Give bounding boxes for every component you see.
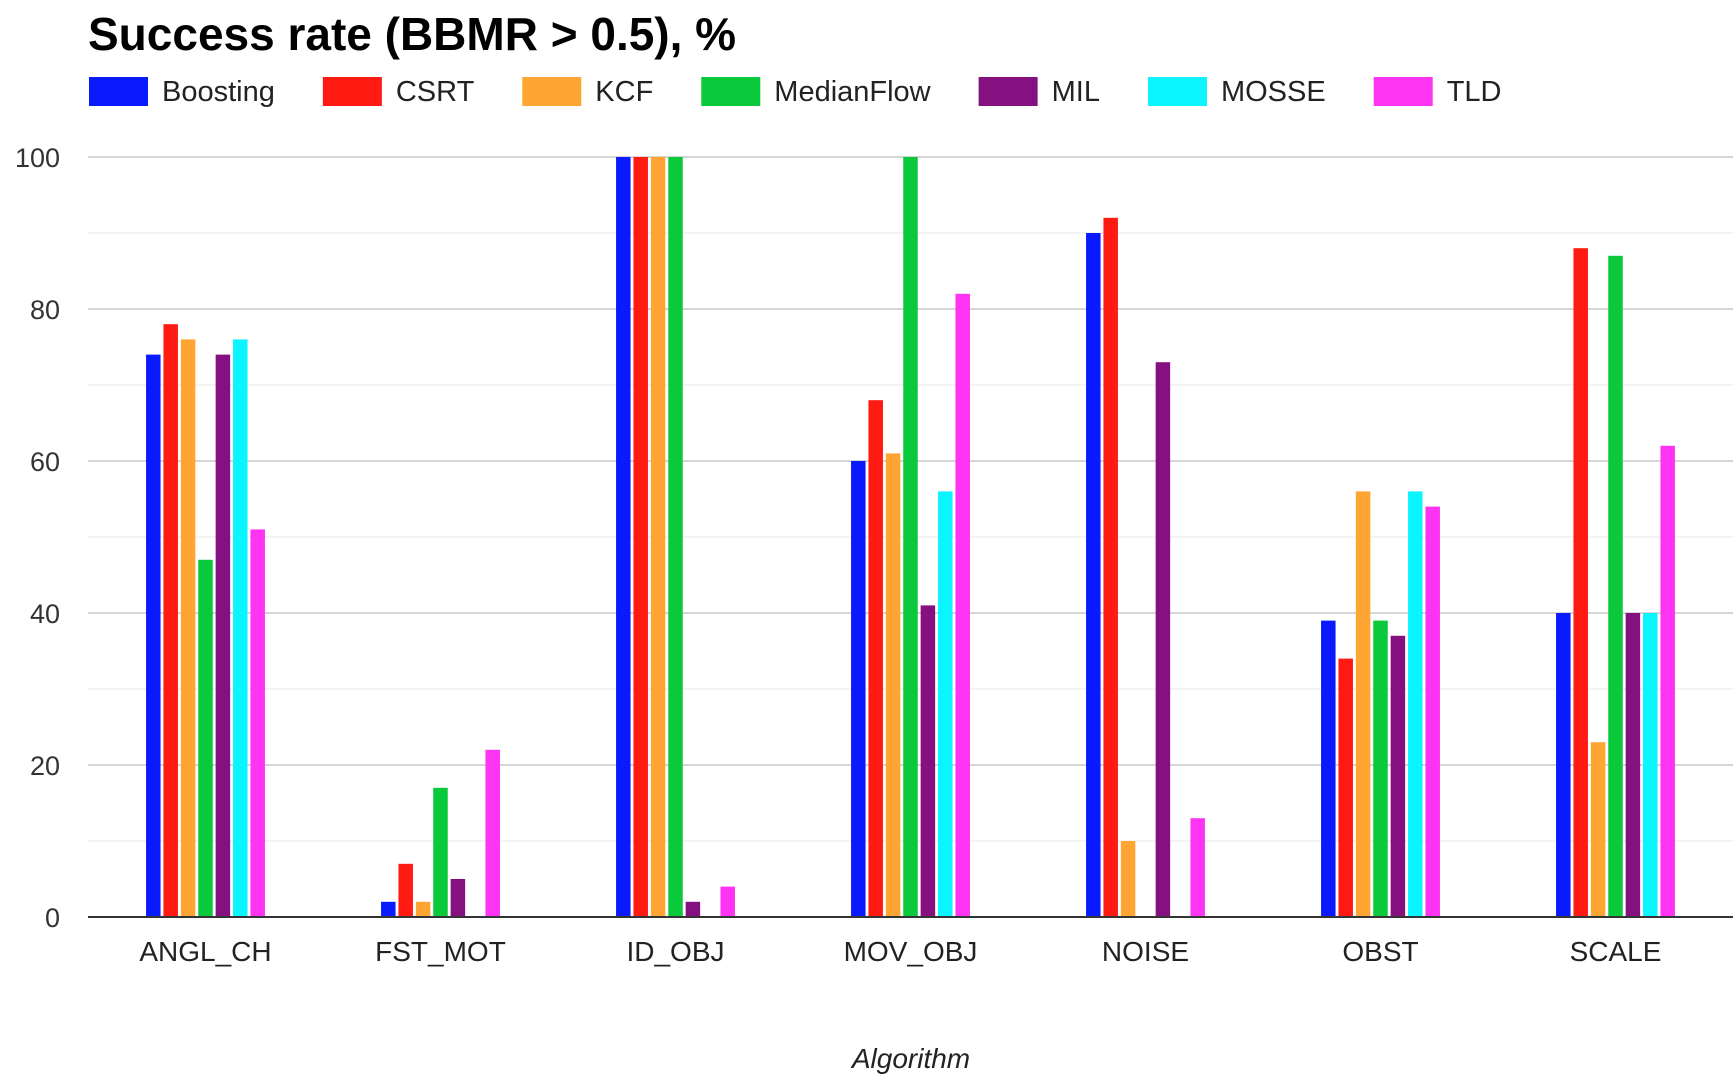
bar-csrt-mov-obj xyxy=(868,400,883,917)
bar-boosting-mov-obj xyxy=(851,461,866,917)
bar-kcf-obst xyxy=(1355,491,1371,917)
chart-title: Success rate (BBMR > 0.5), % xyxy=(88,8,736,60)
bar-tld-angl-ch xyxy=(250,529,265,917)
bar-medianflow-id-obj xyxy=(668,157,683,917)
bar-boosting-angl-ch xyxy=(146,354,161,918)
x-category-label: ID_OBJ xyxy=(626,936,724,967)
legend-item-boosting: Boosting xyxy=(89,76,275,108)
bar-kcf-scale xyxy=(1590,742,1606,917)
bar-mosse-mov-obj xyxy=(938,491,953,917)
bar-medianflow-fst-mot xyxy=(433,787,448,917)
bar-boosting-obst xyxy=(1321,620,1336,917)
legend-item-mosse: MOSSE xyxy=(1147,76,1326,108)
legend-swatch xyxy=(522,77,582,106)
legend-item-mil: MIL xyxy=(978,76,1100,108)
bar-tld-mov-obj xyxy=(955,293,970,917)
legend-swatch xyxy=(89,77,148,106)
y-tick-label: 0 xyxy=(45,903,60,933)
bar-medianflow-angl-ch xyxy=(198,559,213,917)
legend-label: MIL xyxy=(1052,76,1100,108)
bar-mil-noise xyxy=(1155,362,1171,917)
x-axis-categories: ANGL_CH FST_MOT ID_OBJ MOV_OBJ NOISE OBST SCAL… xyxy=(139,936,1661,967)
bar-csrt-obst xyxy=(1338,658,1353,917)
bar-kcf-fst-mot xyxy=(415,901,431,917)
legend-item-csrt: CSRT xyxy=(322,76,475,108)
bar-csrt-fst-mot xyxy=(398,863,413,917)
bar-mil-angl-ch xyxy=(215,354,231,918)
y-tick-label: 80 xyxy=(30,295,60,325)
bar-mosse-angl-ch xyxy=(233,339,248,917)
legend-swatch xyxy=(1373,77,1433,106)
bar-tld-noise xyxy=(1190,818,1205,917)
bar-tld-id-obj xyxy=(720,886,735,917)
y-tick-label: 60 xyxy=(30,447,60,477)
x-category-label: MOV_OBJ xyxy=(844,936,978,967)
bar-csrt-noise xyxy=(1103,217,1118,918)
bar-csrt-id-obj xyxy=(633,157,648,917)
bars xyxy=(146,157,1675,918)
legend-label: CSRT xyxy=(396,76,475,108)
y-axis-ticks: 0 20 40 60 80 100 xyxy=(15,143,60,933)
bar-tld-fst-mot xyxy=(485,749,500,917)
bar-boosting-noise xyxy=(1086,233,1101,917)
bar-mil-scale xyxy=(1625,613,1641,917)
bar-medianflow-obst xyxy=(1373,620,1388,917)
x-category-label: SCALE xyxy=(1570,936,1662,967)
bar-kcf-id-obj xyxy=(650,157,666,917)
legend: Boosting CSRT KCF MedianFlow MIL MOSSE TLD xyxy=(89,76,1502,108)
x-axis-label: Algorithm xyxy=(850,1043,970,1074)
bar-csrt-scale xyxy=(1573,248,1588,917)
bar-mosse-obst xyxy=(1408,491,1423,917)
legend-swatch xyxy=(978,77,1038,106)
bar-tld-scale xyxy=(1660,445,1675,917)
x-category-label: FST_MOT xyxy=(375,936,506,967)
bar-medianflow-mov-obj xyxy=(903,157,918,917)
legend-label: TLD xyxy=(1447,76,1502,108)
legend-swatch xyxy=(701,77,761,106)
legend-label: Boosting xyxy=(162,76,275,108)
legend-label: KCF xyxy=(595,76,653,108)
bar-mosse-scale xyxy=(1643,613,1658,917)
bar-kcf-mov-obj xyxy=(885,453,901,917)
bar-mil-mov-obj xyxy=(920,605,936,917)
bar-csrt-angl-ch xyxy=(163,324,178,917)
legend-swatch xyxy=(322,77,382,106)
bar-mil-fst-mot xyxy=(450,879,466,917)
bar-tld-obst xyxy=(1425,506,1440,917)
y-tick-label: 40 xyxy=(30,599,60,629)
legend-label: MedianFlow xyxy=(774,76,931,108)
legend-item-medianflow: MedianFlow xyxy=(701,76,932,108)
legend-label: MOSSE xyxy=(1221,76,1326,108)
bar-mil-obst xyxy=(1390,635,1406,917)
x-category-label: ANGL_CH xyxy=(139,936,271,967)
bar-kcf-noise xyxy=(1120,841,1136,917)
bar-boosting-id-obj xyxy=(616,157,631,917)
x-category-label: OBST xyxy=(1342,936,1418,967)
bar-boosting-scale xyxy=(1556,613,1571,917)
x-category-label: NOISE xyxy=(1102,936,1189,967)
bar-mil-id-obj xyxy=(685,901,701,917)
y-tick-label: 100 xyxy=(15,143,60,173)
bar-boosting-fst-mot xyxy=(381,901,396,917)
legend-item-kcf: KCF xyxy=(522,76,653,108)
legend-swatch xyxy=(1147,77,1207,106)
bar-kcf-angl-ch xyxy=(180,339,196,917)
legend-item-tld: TLD xyxy=(1373,76,1502,108)
bar-medianflow-scale xyxy=(1608,255,1623,918)
y-tick-label: 20 xyxy=(30,751,60,781)
